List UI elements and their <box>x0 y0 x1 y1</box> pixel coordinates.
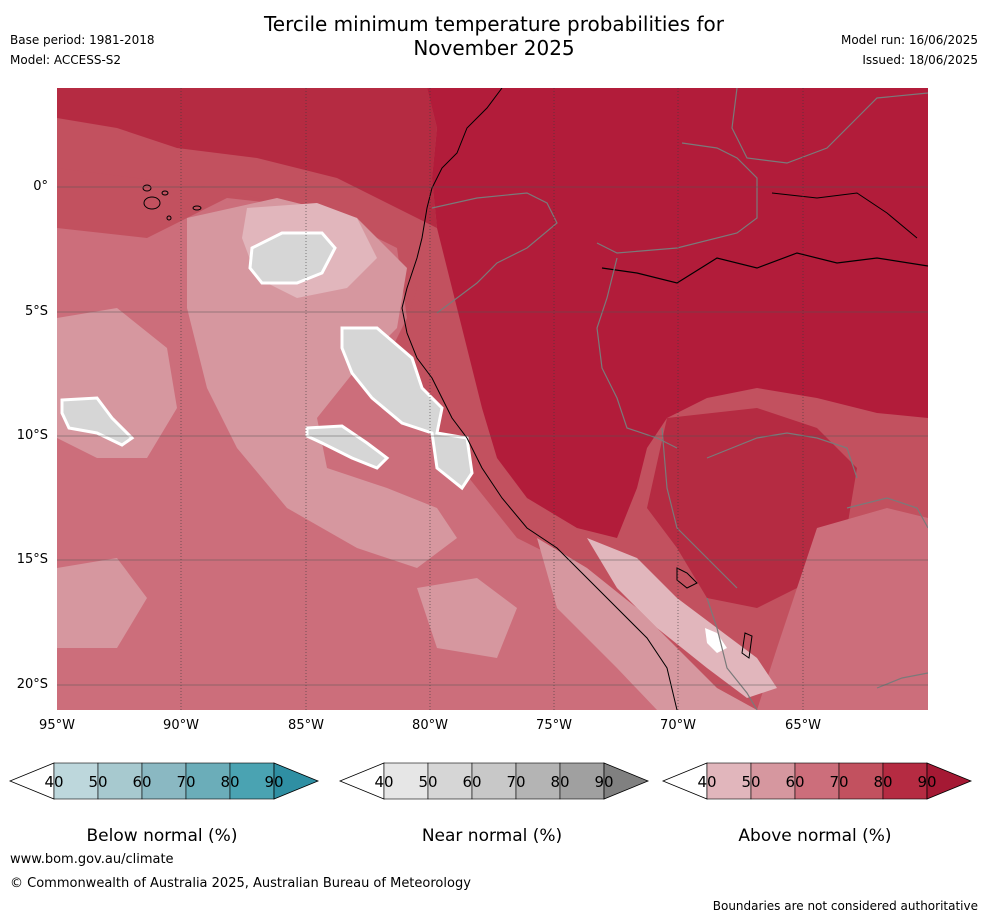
model-name: Model: ACCESS-S2 <box>10 53 122 67</box>
colorbar-segment <box>838 762 884 800</box>
lon-label: 70°W <box>660 718 696 733</box>
colorbar-extend-high <box>926 762 973 800</box>
colorbar-tick-label: 50 <box>741 773 761 791</box>
region-50-60-e <box>417 578 517 658</box>
colorbar-tick-label: 60 <box>462 773 482 791</box>
country-borders <box>431 88 928 710</box>
lon-label: 95°W <box>39 718 75 733</box>
colorbar-segment <box>706 762 752 800</box>
colorbar-tick-label: 40 <box>44 773 64 791</box>
meta-left: Base period: 1981-2018 Model: ACCESS-S2 <box>10 30 155 70</box>
region-60-70-b <box>757 508 928 710</box>
colorbar-tick-label: 60 <box>132 773 152 791</box>
colorbar-tick-label: 70 <box>506 773 526 791</box>
colorbar-extend-high <box>603 762 650 800</box>
lat-grid-lines <box>57 186 928 686</box>
colorbar-segment <box>185 762 231 800</box>
colorbar-below-normal <box>8 762 320 800</box>
lat-label: 20°S <box>16 677 48 692</box>
colorbar-tick-label: 70 <box>829 773 849 791</box>
lat-label: 10°S <box>16 428 48 443</box>
colorbar-segment <box>53 762 99 800</box>
galapagos-islands <box>142 184 202 221</box>
colorbar-tick-label: 90 <box>917 773 937 791</box>
region-80-upper <box>57 88 437 228</box>
above-normal-title: Above normal (%) <box>738 826 892 846</box>
region-40-50-b <box>587 538 777 698</box>
colorbar-above-normal <box>661 762 973 800</box>
lat-label: 0° <box>33 179 48 194</box>
near-normal-patch-2 <box>340 326 474 491</box>
colorbar-tick-label: 80 <box>220 773 240 791</box>
near-normal-patch-4 <box>60 396 135 447</box>
lon-label: 75°W <box>536 718 572 733</box>
title-line-1: Tercile minimum temperature probabilitie… <box>263 12 725 36</box>
colorbars <box>8 762 973 800</box>
region-50-60-c <box>57 558 147 648</box>
region-above-90 <box>57 88 928 538</box>
colorbar-tick-label: 50 <box>418 773 438 791</box>
lat-label: 5°S <box>24 304 48 319</box>
colorbar-tick-label: 80 <box>550 773 570 791</box>
meta-right: Model run: 16/06/2025 Issued: 18/06/2025 <box>841 30 978 70</box>
region-50-60-d <box>537 538 757 710</box>
colorbar-tick-label: 90 <box>594 773 614 791</box>
lakes <box>676 567 753 659</box>
colorbar-segment <box>882 762 928 800</box>
probability-map <box>57 88 928 710</box>
colorbar-segment <box>229 762 275 800</box>
title-line-2: November 2025 <box>413 36 575 60</box>
near-normal-patch-1 <box>248 231 337 285</box>
colorbar-segment <box>750 762 796 800</box>
issued-date: Issued: 18/06/2025 <box>862 53 978 67</box>
region-50-60-a <box>187 198 457 568</box>
river-line <box>601 252 928 284</box>
map-canvas <box>57 88 928 710</box>
colorbar-segment <box>515 762 561 800</box>
colorbar-extend-high <box>273 762 320 800</box>
region-80-southeast <box>647 408 857 608</box>
lon-label: 85°W <box>288 718 324 733</box>
copyright: © Commonwealth of Australia 2025, Austra… <box>10 876 471 891</box>
bom-url: www.bom.gov.au/climate <box>10 852 174 867</box>
colorbar-tick-label: 80 <box>873 773 893 791</box>
river-line-north <box>771 192 918 239</box>
colorbar-segment <box>383 762 429 800</box>
colorbar-tick-label: 40 <box>374 773 394 791</box>
colorbar-tick-label: 40 <box>697 773 717 791</box>
colorbar-tick-label: 50 <box>88 773 108 791</box>
colorbar-tick-label: 70 <box>176 773 196 791</box>
model-run: Model run: 16/06/2025 <box>840 33 978 47</box>
lon-label: 80°W <box>412 718 448 733</box>
coastline <box>401 88 678 710</box>
base-period: Base period: 1981-2018 <box>10 33 155 47</box>
colorbar-segment <box>471 762 517 800</box>
lat-label: 15°S <box>16 552 48 567</box>
colorbar-segment <box>427 762 473 800</box>
lon-label: 90°W <box>163 718 199 733</box>
colorbar-near-normal <box>338 762 650 800</box>
map-title: Tercile minimum temperature probabilitie… <box>0 12 988 60</box>
colorbar-tick-label: 60 <box>785 773 805 791</box>
near-normal-patch-3 <box>305 424 390 470</box>
colorbar-segment <box>97 762 143 800</box>
below-normal-title: Below normal (%) <box>86 826 238 846</box>
colorbar-tick-label: 90 <box>264 773 284 791</box>
colorbar-segment <box>794 762 840 800</box>
near-normal-title: Near normal (%) <box>421 826 563 846</box>
lon-label: 65°W <box>785 718 821 733</box>
colorbar-segment <box>141 762 187 800</box>
disclaimer: Boundaries are not considered authoritat… <box>712 899 978 913</box>
